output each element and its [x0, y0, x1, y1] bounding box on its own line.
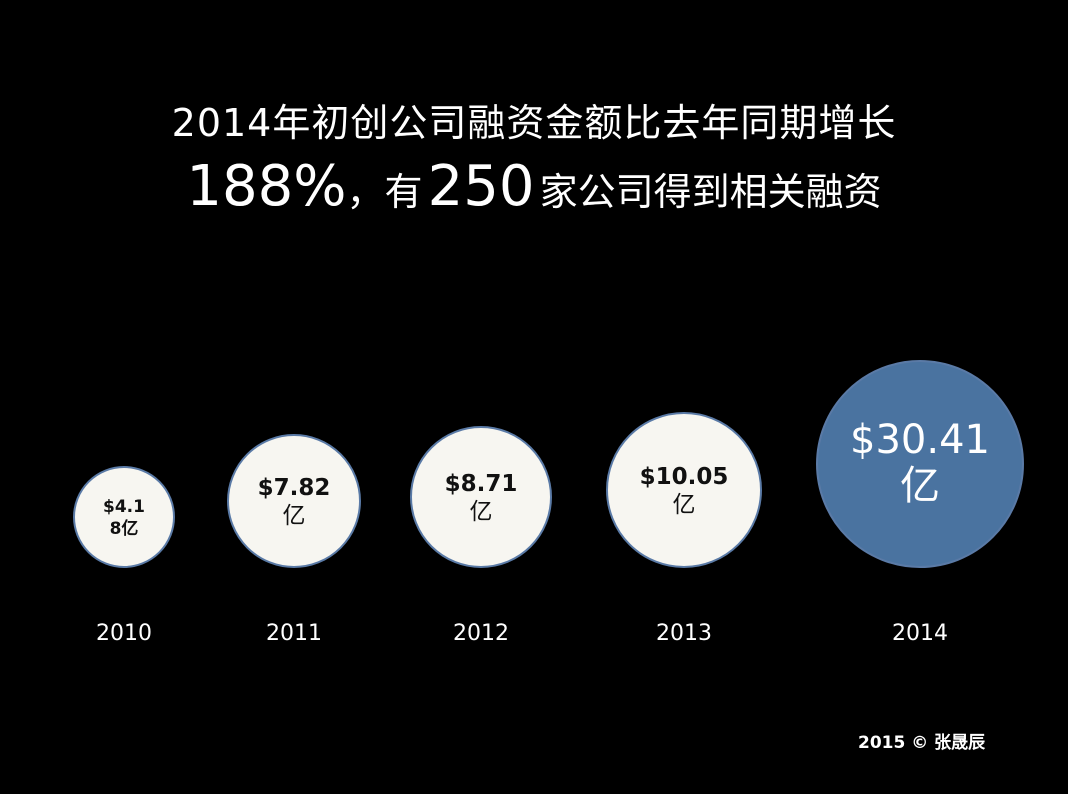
year-label-2013: 2013 [656, 621, 712, 646]
bubble-label-2010-line2: 8亿 [110, 518, 139, 539]
subtitle-rest: 家公司得到相关融资 [539, 170, 882, 214]
company-count: 250 [427, 154, 535, 219]
year-label-2010: 2010 [96, 621, 152, 646]
bubble-label-2010-line1: $4.1 [103, 497, 145, 517]
bubble-2010 [73, 466, 175, 568]
bubble-label-2013-line2: 亿 [673, 492, 696, 518]
bubble-label-2014-line2: 亿 [900, 463, 940, 509]
bubble-label-2014-line1: $30.41 [850, 417, 990, 463]
year-label-2012: 2012 [453, 621, 509, 646]
bubble-2012 [410, 426, 552, 568]
chart-subtitle: 188%，有 250 家公司得到相关融资 [0, 154, 1068, 219]
bubble-2013 [606, 412, 762, 568]
subtitle-separator: ，有 [346, 170, 423, 214]
year-label-2011: 2011 [266, 621, 322, 646]
chart-title: 2014年初创公司融资金额比去年同期增长 [171, 101, 897, 145]
bubble-label-2013-line1: $10.05 [640, 464, 729, 490]
bubble-label-2011-line2: 亿 [283, 503, 306, 529]
bubble-2011 [227, 434, 361, 568]
year-label-2014: 2014 [892, 621, 948, 646]
bubble-label-2011-line1: $7.82 [258, 475, 331, 501]
bubble-label-2012-line1: $8.71 [445, 471, 518, 497]
copyright-notice: 2015 © 张晟辰 [858, 733, 986, 753]
bubble-label-2012-line2: 亿 [470, 499, 493, 525]
growth-percent: 188% [186, 154, 347, 219]
bubble-2014 [816, 360, 1024, 568]
